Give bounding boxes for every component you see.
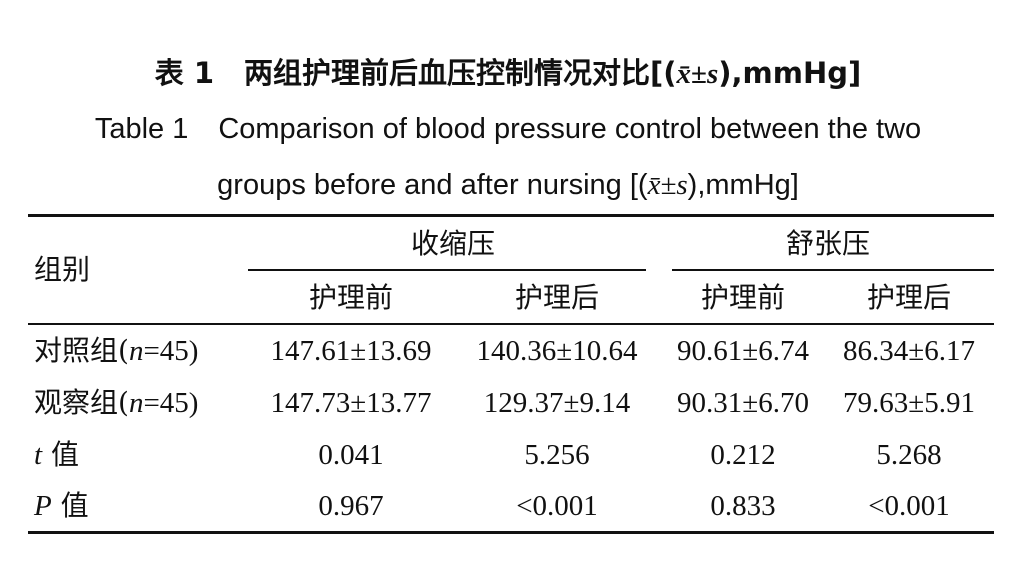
row-label-t-value: t 值 (34, 438, 79, 471)
caption-text-cn: 两组护理前后血压控制情况对比[( (244, 56, 677, 90)
cell-t-dbp-before: 0.212 (710, 439, 776, 471)
cell-observation-sbp-after: 129.37±9.14 (483, 387, 631, 419)
sbp-before-header: 护理前 (308, 281, 394, 314)
cell-control-sbp-before: 147.61±13.69 (270, 335, 432, 367)
row-label-p-value: P 值 (34, 489, 89, 522)
cell-p-sbp-after: <0.001 (516, 490, 598, 522)
caption-tail-en: ),mmHg] (687, 169, 799, 201)
caption-chinese: 表 1 两组护理前后血压控制情况对比[(x̄±s),mmHg] (0, 50, 1016, 92)
cell-control-dbp-before: 90.61±6.74 (677, 335, 809, 367)
cell-observation-dbp-before: 90.31±6.70 (677, 387, 809, 419)
caption-stat-en: x̄±s (647, 169, 688, 201)
group-header: 组别 (34, 253, 91, 286)
dbp-after-header: 护理后 (866, 281, 952, 314)
caption-text-en-2: groups before and after nursing [( (217, 169, 648, 201)
sbp-after-header: 护理后 (514, 281, 600, 314)
caption-tail-cn: ),mmHg] (718, 56, 862, 90)
caption-label-en: Table 1 (94, 113, 189, 145)
caption-english-line2: groups before and after nursing [(x̄±s),… (0, 169, 1016, 202)
row-label-control: 对照组(n=45) (34, 334, 199, 367)
caption-text-en-1: Comparison of blood pressure control bet… (218, 113, 922, 145)
cell-observation-dbp-after: 79.63±5.91 (843, 387, 975, 419)
dbp-before-header: 护理前 (700, 281, 786, 314)
table-header-rule (28, 323, 994, 325)
table-bottom-rule (28, 531, 994, 534)
dbp-header: 舒张压 (785, 227, 871, 260)
cell-t-dbp-after: 5.268 (876, 439, 942, 471)
caption-english-line1: Table 1 Comparison of blood pressure cont… (0, 113, 1016, 146)
dbp-header-rule (672, 269, 994, 271)
cell-t-sbp-before: 0.041 (318, 439, 384, 471)
cell-control-dbp-after: 86.34±6.17 (843, 335, 975, 367)
caption-stat-cn: x̄±s (676, 58, 719, 90)
cell-control-sbp-after: 140.36±10.64 (476, 335, 638, 367)
cell-p-dbp-before: 0.833 (710, 490, 776, 522)
sbp-header: 收缩压 (410, 227, 496, 260)
cell-observation-sbp-before: 147.73±13.77 (270, 387, 432, 419)
cell-t-sbp-after: 5.256 (524, 439, 590, 471)
caption-label-cn: 表 1 (154, 56, 215, 90)
cell-p-sbp-before: 0.967 (318, 490, 384, 522)
row-label-observation: 观察组(n=45) (34, 386, 199, 419)
sbp-header-rule (248, 269, 646, 271)
table-top-rule (28, 214, 994, 217)
cell-p-dbp-after: <0.001 (868, 490, 950, 522)
